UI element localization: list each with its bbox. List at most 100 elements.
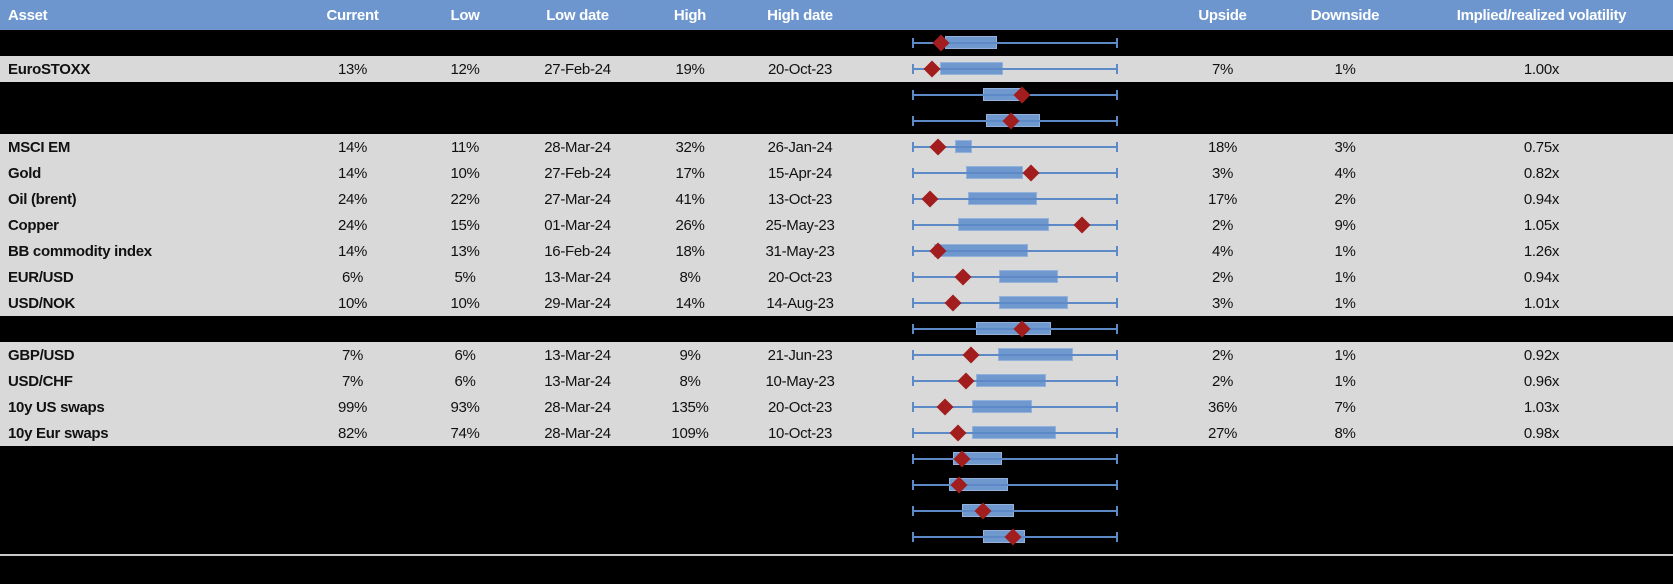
boxplot-whisker-line — [913, 354, 1117, 356]
boxplot-left-cap — [912, 324, 914, 334]
current-cell: 24% — [337, 190, 368, 208]
boxplot-cell — [860, 498, 1165, 524]
col-header-current: Current — [326, 6, 379, 24]
boxplot-right-cap — [1116, 298, 1118, 308]
low-cell: 10% — [450, 294, 480, 312]
asset-row: Copper 24% 15% 01-Mar-24 26% 25-May-23 2% 9% 1.0… — [0, 212, 1673, 238]
low-date-cell: 16-Feb-24 — [544, 242, 611, 260]
current-cell: 24% — [337, 216, 368, 234]
diamond-marker-icon — [929, 138, 947, 156]
asset-row: 10y US swaps 99% 93% 28-Mar-24 135% 20-Oct-23… — [0, 394, 1673, 420]
high-date-cell: 15-Apr-24 — [767, 164, 832, 182]
boxplot-right-cap — [1116, 532, 1118, 542]
asset-cell: Copper — [8, 216, 59, 234]
boxplot-cell — [860, 82, 1165, 108]
downside-cell: 1% — [1334, 372, 1356, 390]
asset-row: Gold 14% 10% 27-Feb-24 17% 15-Apr-24 3% 4% 0.82x — [0, 160, 1673, 186]
low-cell: 6% — [454, 372, 476, 390]
asset-cell: 10y US swaps — [8, 398, 105, 416]
low-cell: 74% — [450, 424, 480, 442]
high-date-cell: 20-Oct-23 — [768, 398, 832, 416]
boxplot-cell — [860, 342, 1165, 368]
boxplot-cell — [860, 160, 1165, 186]
asset-cell: USD/CHF — [8, 372, 73, 390]
boxplot-left-cap — [912, 506, 914, 516]
high-date-cell: 21-Jun-23 — [767, 346, 833, 364]
boxplot-left-cap — [912, 38, 914, 48]
boxplot-whisker-line — [913, 146, 1117, 148]
boxplot-right-cap — [1116, 220, 1118, 230]
high-date-cell: 13-Oct-23 — [768, 190, 832, 208]
high-cell: 135% — [671, 398, 709, 416]
low-cell: 13% — [450, 242, 480, 260]
downside-cell: 1% — [1334, 346, 1356, 364]
low-date-cell: 27-Feb-24 — [544, 164, 611, 182]
boxplot-whisker-line — [913, 68, 1117, 70]
high-cell: 17% — [675, 164, 705, 182]
high-date-cell: 20-Oct-23 — [768, 268, 832, 286]
boxplot-right-cap — [1116, 402, 1118, 412]
col-header-high: High — [673, 6, 707, 24]
boxplot-left-cap — [912, 90, 914, 100]
high-date-cell: 14-Aug-23 — [766, 294, 834, 312]
col-header-implied-realized: Implied/realized volatility — [1456, 6, 1627, 24]
asset-row: Oil (brent) 24% 22% 27-Mar-24 41% 13-Oct-23 17… — [0, 186, 1673, 212]
boxplot-right-cap — [1116, 428, 1118, 438]
high-cell: 109% — [671, 424, 709, 442]
high-cell: 9% — [679, 346, 701, 364]
col-header-low-date: Low date — [546, 6, 609, 24]
boxplot-right-cap — [1116, 246, 1118, 256]
boxplot-cell — [860, 56, 1165, 82]
high-date-cell: 25-May-23 — [765, 216, 835, 234]
high-date-cell: 10-May-23 — [765, 372, 835, 390]
implied-realized-cell: 0.94x — [1523, 190, 1560, 208]
upside-cell: 17% — [1207, 190, 1238, 208]
diamond-marker-icon — [944, 294, 962, 312]
asset-row: EuroSTOXX 13% 12% 27-Feb-24 19% 20-Oct-23 7% 1%… — [0, 56, 1673, 82]
implied-realized-cell: 1.03x — [1523, 398, 1560, 416]
boxplot-cell — [860, 212, 1165, 238]
boxplot-cell — [860, 290, 1165, 316]
diamond-marker-icon — [921, 190, 939, 208]
boxplot-left-cap — [912, 168, 914, 178]
spacer-row — [0, 30, 1673, 56]
diamond-marker-icon — [923, 60, 941, 78]
downside-cell: 1% — [1334, 268, 1356, 286]
low-date-cell: 13-Mar-24 — [544, 346, 611, 364]
boxplot-cell — [860, 108, 1165, 134]
high-date-cell: 31-May-23 — [765, 242, 835, 260]
high-cell: 19% — [675, 60, 705, 78]
low-date-cell: 13-Mar-24 — [544, 268, 611, 286]
boxplot-whisker-line — [913, 42, 1117, 44]
boxplot-left-cap — [912, 220, 914, 230]
implied-realized-cell: 1.01x — [1523, 294, 1560, 312]
col-header-chart — [860, 0, 1165, 30]
current-cell: 82% — [337, 424, 368, 442]
boxplot-cell — [860, 186, 1165, 212]
boxplot-left-cap — [912, 64, 914, 74]
table-header-row: Asset Current Low Low date High High dat… — [0, 0, 1673, 30]
boxplot-left-cap — [912, 428, 914, 438]
low-date-cell: 27-Feb-24 — [544, 60, 611, 78]
asset-cell: GBP/USD — [8, 346, 75, 364]
asset-cell: BB commodity index — [8, 242, 152, 260]
boxplot-right-cap — [1116, 480, 1118, 490]
low-date-cell: 28-Mar-24 — [544, 424, 611, 442]
upside-cell: 18% — [1207, 138, 1238, 156]
boxplot-right-cap — [1116, 64, 1118, 74]
high-date-cell: 26-Jan-24 — [767, 138, 833, 156]
current-cell: 10% — [337, 294, 368, 312]
upside-cell: 2% — [1211, 346, 1234, 364]
boxplot-left-cap — [912, 298, 914, 308]
boxplot-right-cap — [1116, 90, 1118, 100]
boxplot-cell — [860, 264, 1165, 290]
spacer-row — [0, 446, 1673, 472]
boxplot-right-cap — [1116, 454, 1118, 464]
boxplot-right-cap — [1116, 168, 1118, 178]
high-date-cell: 10-Oct-23 — [768, 424, 832, 442]
asset-cell: Gold — [8, 164, 41, 182]
boxplot-cell — [860, 420, 1165, 446]
boxplot-whisker-line — [913, 172, 1117, 174]
boxplot-left-cap — [912, 350, 914, 360]
low-date-cell: 28-Mar-24 — [544, 398, 611, 416]
